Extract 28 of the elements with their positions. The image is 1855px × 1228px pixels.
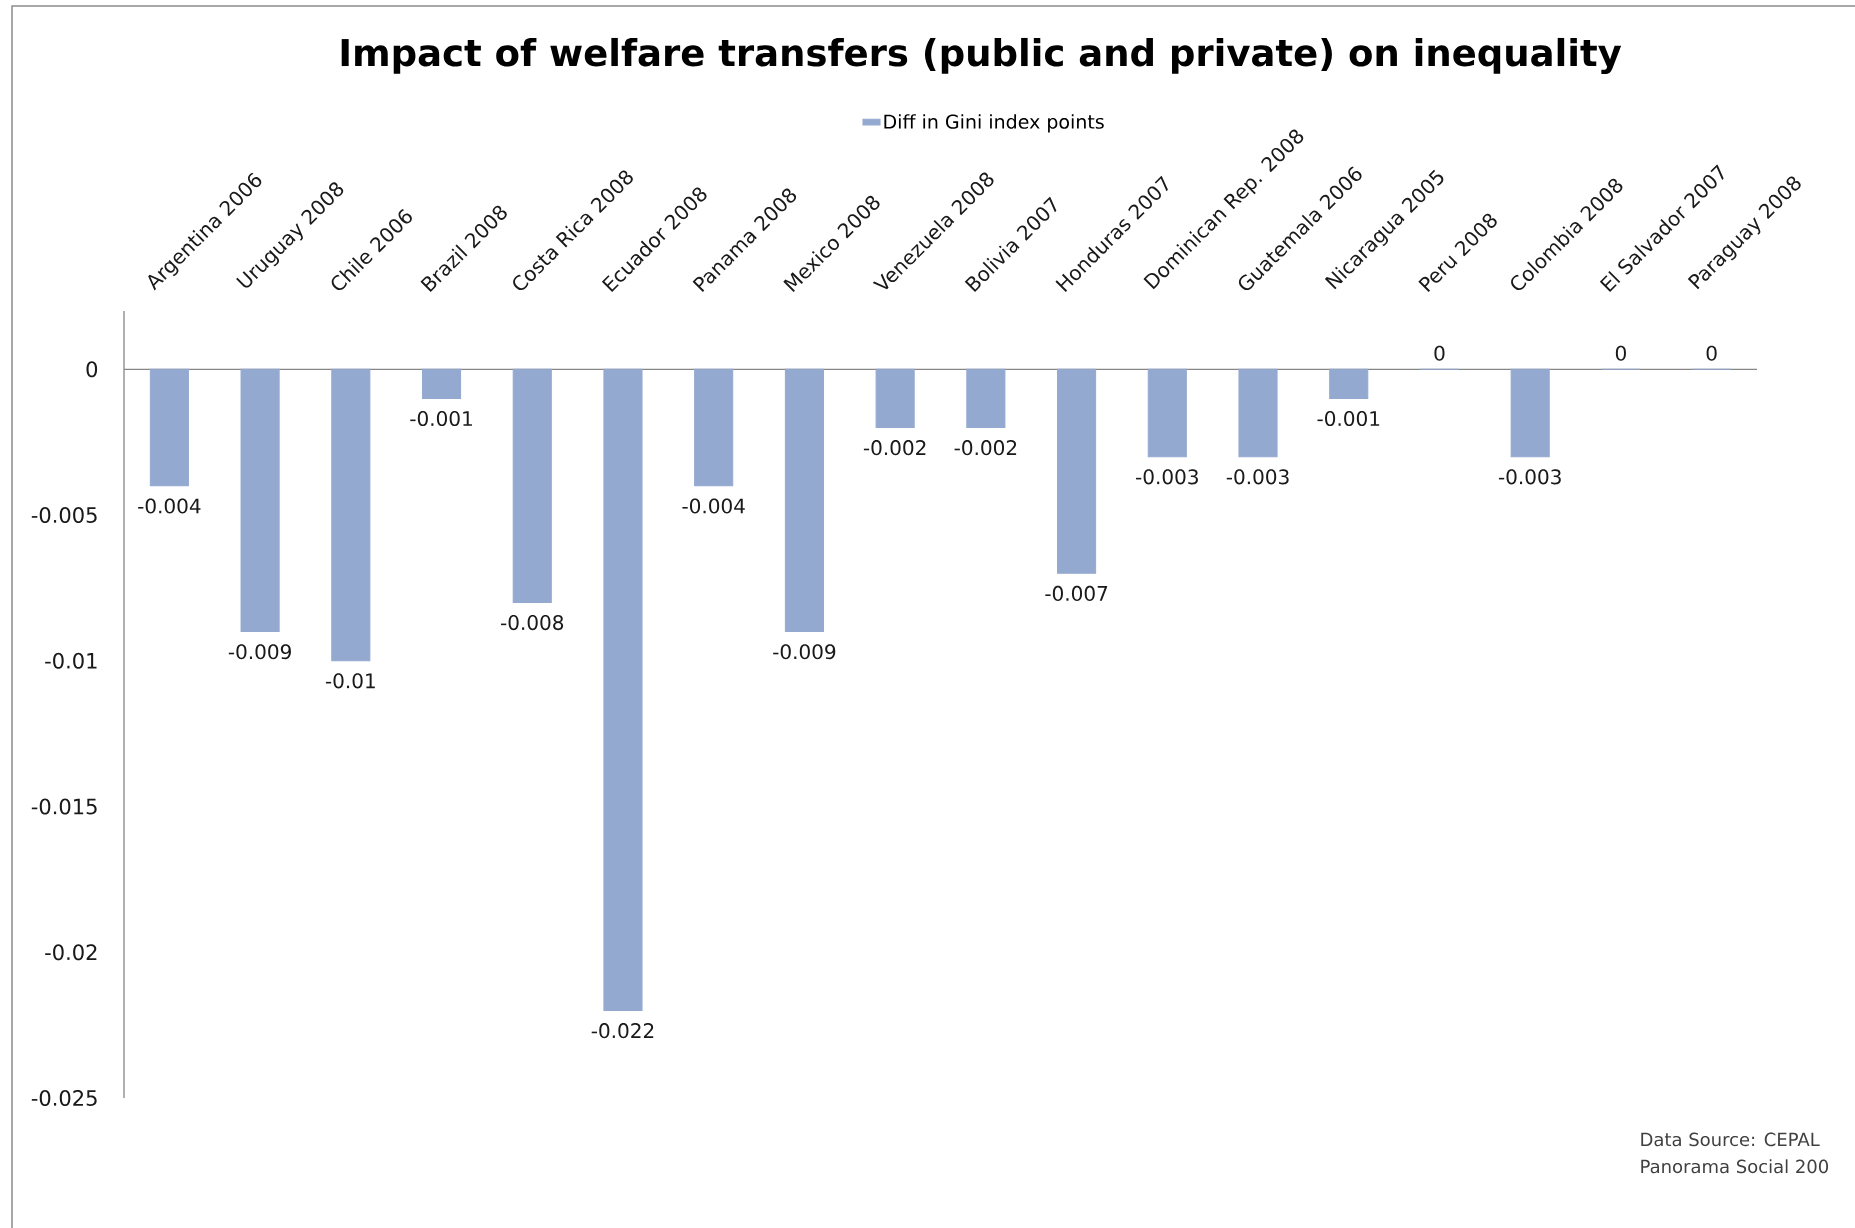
data-label: -0.002 [863,440,926,456]
y-tick-label: -0.005 [31,507,97,523]
y-tick-label: -0.01 [45,652,97,669]
y-tick-label: -0.02 [45,944,97,961]
legend-label: Diff in Gini index points [884,114,1104,133]
data-label: -0.002 [954,440,1017,456]
y-tick-label: -0.015 [31,798,97,815]
text: Panorama Social 200 [1641,1159,1829,1174]
data-label: -0.01 [325,673,375,689]
data-label: -0.004 [138,498,201,514]
data-label: 0 [1706,345,1717,361]
data-label: -0.009 [773,644,836,660]
data-label: -0.008 [500,615,564,631]
chart-title: Impact of welfare transfers (public and private) on inequality [341,37,1622,75]
source-note: Data Source: CEPAL [1641,1132,1820,1147]
data-label: -0.004 [682,498,745,514]
data-label: -0.003 [1136,469,1198,485]
y-tick-label: 0 [86,361,98,378]
data-label: 0 [1615,345,1626,361]
data-label: -0.003 [1498,469,1561,485]
data-label: -0.003 [1226,469,1289,485]
data-label: -0.001 [410,410,472,427]
data-label: -0.007 [1045,585,1108,601]
data-label: -0.001 [1317,410,1380,427]
y-tick-label: -0.025 [31,1090,97,1106]
data-label: 0 [1434,345,1445,361]
data-label: -0.022 [591,1023,654,1039]
data-label: -0.009 [228,644,291,660]
